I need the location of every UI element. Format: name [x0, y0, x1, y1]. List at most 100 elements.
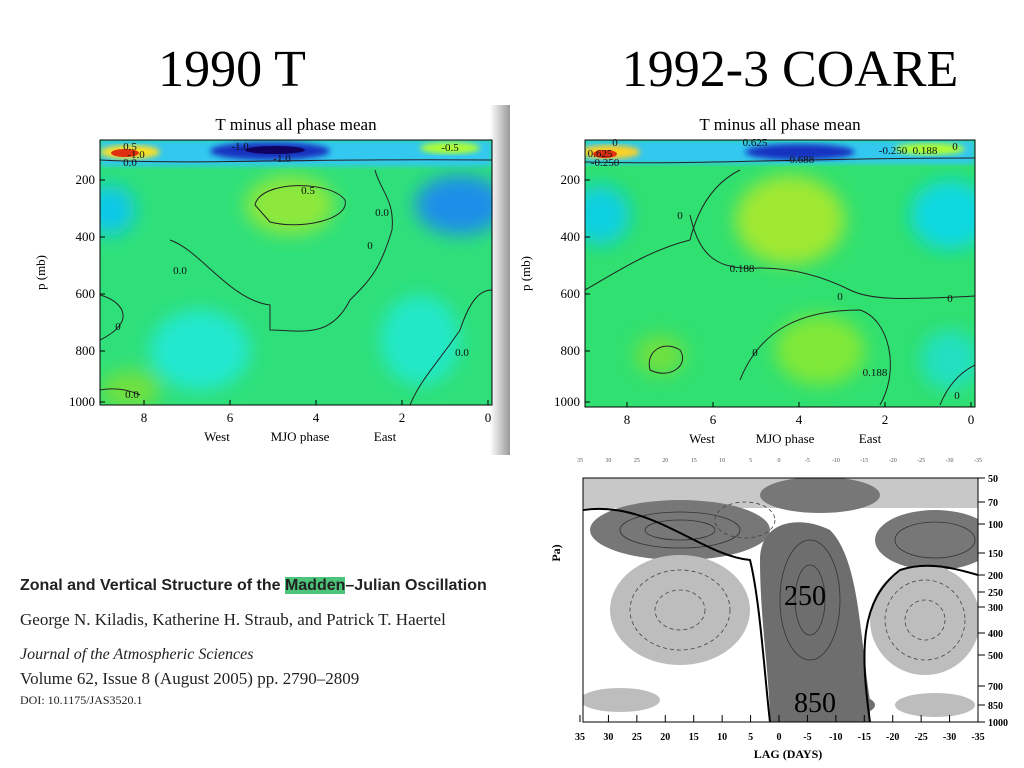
highlighted-word: Madden	[284, 577, 346, 594]
x-tick-label: -25	[914, 732, 927, 743]
x-axis-label: East	[374, 429, 397, 444]
x-tick-label: 4	[313, 410, 320, 425]
top-tick-label: -10	[832, 458, 840, 464]
contour-plot-right	[585, 140, 975, 407]
y-tick-label: 300	[988, 603, 1003, 614]
contour-label: 0.0	[455, 347, 469, 359]
contour-label: 0	[954, 390, 960, 402]
y-axis-label-fragment: Pa)	[549, 544, 563, 561]
contour-label: -1.0	[273, 153, 291, 165]
contour-label: 0.188	[863, 367, 888, 379]
top-tick-label: 15	[691, 458, 697, 464]
contour-label: 0.188	[730, 263, 755, 275]
contour-label: -0.5	[441, 142, 459, 154]
top-tick-label: 30	[605, 458, 611, 464]
y-axis-label: p (mb)	[33, 255, 48, 290]
doi: DOI: 10.1175/JAS3520.1	[20, 693, 143, 707]
article-title: Zonal and Vertical Structure of the Madd…	[20, 577, 487, 595]
contour-label: 0.0	[123, 157, 137, 169]
y-tick-label: 800	[76, 343, 96, 358]
x-tick-label: 6	[227, 410, 234, 425]
overlay-label: 850	[794, 688, 836, 719]
x-tick-label: -35	[971, 732, 984, 743]
y-tick-label: 200	[76, 172, 96, 187]
y-tick-label: 700	[988, 682, 1003, 693]
top-tick-label: 5	[749, 458, 752, 464]
x-tick-label: 6	[710, 412, 717, 427]
y-tick-label: 400	[561, 229, 581, 244]
x-tick-label: 0	[777, 732, 782, 743]
top-tick-label: 20	[662, 458, 668, 464]
contour-label: 0.188	[913, 145, 938, 157]
article-title-part: Zonal and Vertical Structure of the	[20, 577, 285, 594]
y-tick-label: 400	[76, 229, 96, 244]
contour-label: 0	[947, 293, 953, 305]
journal-name: Journal of the Atmospheric Sciences	[20, 646, 254, 663]
top-tick-label: 10	[719, 458, 725, 464]
contour-label: 0.5	[123, 141, 137, 153]
y-tick-label: 100	[988, 520, 1003, 531]
article-authors: George N. Kiladis, Katherine H. Straub, …	[20, 610, 446, 629]
y-tick-label: 200	[988, 571, 1003, 582]
y-tick-label: 70	[988, 498, 998, 509]
y-tick-label: 500	[988, 651, 1003, 662]
x-tick-label: -5	[803, 732, 811, 743]
slide-title-left: 1990 T	[158, 41, 306, 98]
x-axis-label: MJO phase	[756, 431, 815, 446]
y-tick-label: 150	[988, 549, 1003, 560]
x-tick-label: 5	[748, 732, 753, 743]
contour-label: 0.5	[301, 185, 315, 197]
x-tick-label: 0	[485, 410, 492, 425]
y-tick-label: 600	[76, 286, 96, 301]
y-tick-label: 200	[561, 172, 581, 187]
lag-pressure-plot	[583, 478, 978, 722]
top-tick-label: -30	[946, 458, 954, 464]
y-axis-label: p (mb)	[518, 256, 533, 291]
x-axis-label: MJO phase	[271, 429, 330, 444]
x-tick-label: 4	[796, 412, 803, 427]
top-tick-label: 25	[634, 458, 640, 464]
contour-label: 0	[367, 240, 373, 252]
y-tick-label: 250	[988, 588, 1003, 599]
top-tick-label: 35	[577, 458, 583, 464]
y-tick-label: 600	[561, 286, 581, 301]
x-axis-label: LAG (DAYS)	[754, 747, 823, 761]
contour-label: -1.0	[231, 141, 249, 153]
image-edge	[490, 105, 510, 455]
x-axis-label: West	[689, 431, 715, 446]
contour-label: 0.0	[173, 265, 187, 277]
contour-label: 0	[837, 291, 843, 303]
article-title-part: –Julian Oscillation	[345, 577, 487, 594]
plot-frame	[99, 139, 493, 406]
plot-frame	[582, 477, 979, 723]
x-tick-label: 20	[660, 732, 670, 743]
contour-label: -0.250	[879, 145, 908, 157]
x-tick-label: -15	[858, 732, 871, 743]
x-axis-label: West	[204, 429, 230, 444]
x-tick-label: 8	[141, 410, 148, 425]
x-tick-label: 30	[603, 732, 613, 743]
x-tick-label: 15	[689, 732, 699, 743]
journal-volume: Volume 62, Issue 8 (August 2005) pp. 279…	[20, 669, 360, 688]
x-tick-label: 25	[632, 732, 642, 743]
x-tick-label: 10	[717, 732, 727, 743]
top-tick-label: -25	[917, 458, 925, 464]
panel-title: T minus all phase mean	[699, 115, 861, 134]
top-tick-label: -5	[805, 458, 810, 464]
plot-frame	[584, 139, 976, 408]
x-tick-label: -20	[886, 732, 899, 743]
contour-label: -1.0	[127, 149, 145, 161]
contour-label: 0	[952, 141, 958, 153]
x-tick-label: 8	[624, 412, 631, 427]
x-tick-label: 0	[968, 412, 975, 427]
x-axis-label: East	[859, 431, 882, 446]
x-tick-label: -30	[943, 732, 956, 743]
contour-label: 0.625	[588, 148, 613, 160]
overlay-label: 250	[784, 581, 826, 612]
contour-plot-left	[100, 140, 492, 405]
contour-label: 0	[115, 321, 121, 333]
contour-label: 0.0	[125, 389, 139, 401]
contour-label: 0.0	[375, 207, 389, 219]
top-tick-label: -20	[889, 458, 897, 464]
